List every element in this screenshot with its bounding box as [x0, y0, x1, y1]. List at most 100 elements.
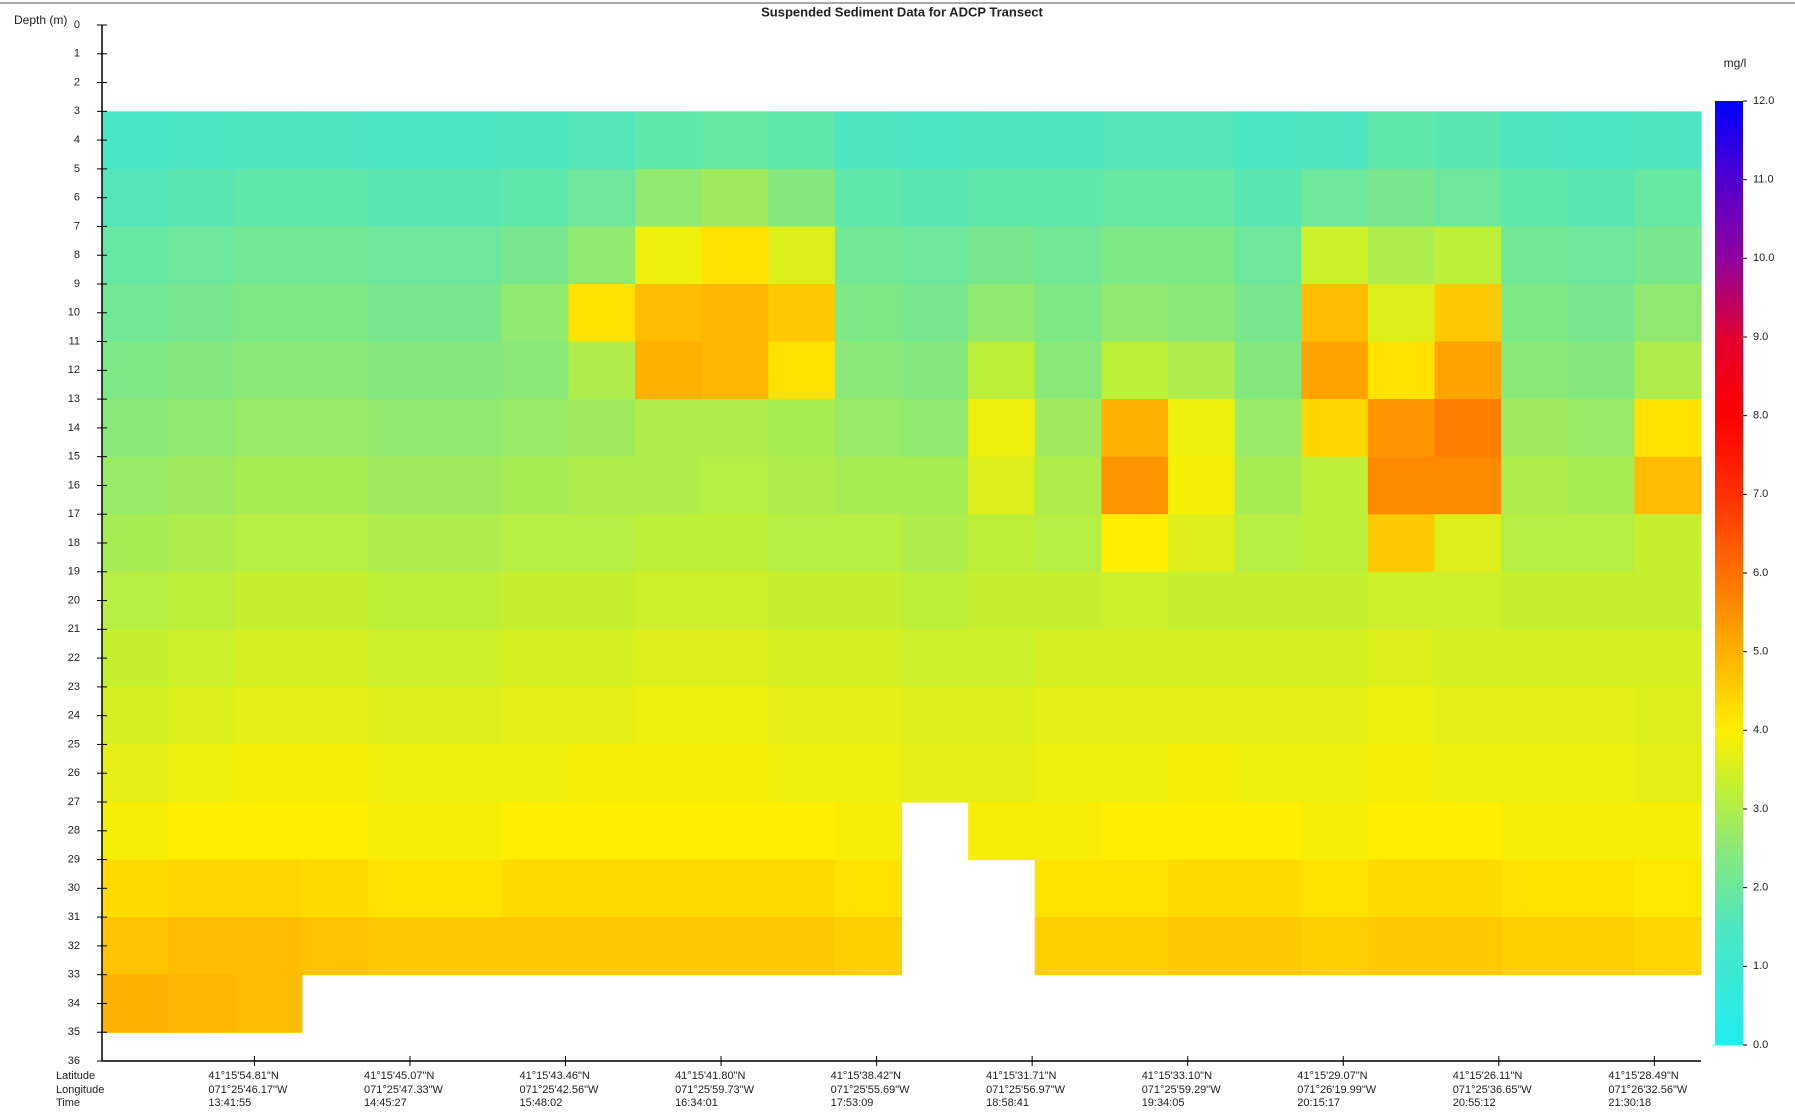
- heat-cell: [1434, 802, 1502, 861]
- heat-cell: [168, 571, 236, 630]
- heat-cell: [1234, 341, 1302, 400]
- row-label: Longitude: [56, 1084, 104, 1096]
- heat-cell: [1168, 341, 1236, 400]
- heat-cell: [568, 399, 636, 458]
- heat-cell: [1567, 514, 1635, 573]
- heat-cell: [301, 514, 370, 573]
- heat-cell: [568, 571, 636, 630]
- y-tick-label: 11: [69, 335, 80, 347]
- heat-cell: [235, 399, 303, 458]
- heat-cell: [435, 859, 503, 918]
- heat-cell: [1168, 226, 1236, 285]
- heat-cell: [501, 859, 569, 918]
- heat-cell: [1501, 859, 1569, 918]
- heat-cell: [1367, 399, 1436, 458]
- heat-cell: [1434, 514, 1502, 573]
- colorbar-tick-label: 6.0: [1753, 567, 1768, 579]
- heat-cell: [435, 802, 503, 861]
- heat-cell: [435, 168, 503, 228]
- heat-cell: [701, 571, 769, 630]
- heat-cell: [1367, 514, 1436, 573]
- chart-title: Suspended Sediment Data for ADCP Transec…: [761, 4, 1043, 19]
- heat-cell: [768, 744, 836, 803]
- heat-cell: [368, 111, 436, 170]
- heat-cell: [1101, 917, 1169, 976]
- colorbar: [1715, 101, 1743, 1045]
- y-tick-label: 29: [68, 853, 80, 865]
- x-tick-latitude: 41°15'54.81"N: [208, 1070, 278, 1082]
- heat-cell: [368, 629, 436, 688]
- heat-cell: [1234, 686, 1302, 746]
- heat-cell: [768, 456, 836, 515]
- heat-cell: [768, 226, 836, 285]
- x-tick-longitude: 071°25'42.56"W: [520, 1084, 600, 1096]
- heat-cell: [1634, 341, 1702, 400]
- heat-cell: [1034, 859, 1102, 918]
- heat-cell: [102, 111, 170, 170]
- heat-cell: [102, 859, 170, 918]
- heat-cell: [1101, 111, 1169, 170]
- heat-cell: [1634, 168, 1702, 228]
- y-tick-label: 15: [68, 451, 80, 463]
- heat-cell: [568, 802, 636, 861]
- heat-cell: [834, 802, 903, 861]
- heat-cell: [368, 456, 436, 515]
- colorbar-label: mg/l: [1724, 56, 1747, 70]
- heat-cell: [834, 111, 903, 170]
- heat-cell: [168, 917, 236, 976]
- heat-cell: [1567, 629, 1635, 688]
- heat-cell: [1034, 514, 1102, 573]
- heat-cell: [701, 226, 769, 285]
- y-tick-label: 12: [68, 364, 80, 376]
- heat-cell: [1301, 226, 1369, 285]
- heat-cell: [768, 917, 836, 976]
- heat-cell: [568, 514, 636, 573]
- heat-cell: [168, 226, 236, 285]
- heat-cell: [1168, 514, 1236, 573]
- colorbar-tick-label: 4.0: [1753, 724, 1768, 736]
- y-tick-label: 31: [68, 911, 80, 923]
- heat-cell: [1234, 571, 1302, 630]
- x-tick-latitude: 41°15'43.46"N: [520, 1070, 590, 1082]
- heat-cell: [435, 629, 503, 688]
- heat-cell: [968, 341, 1036, 400]
- y-tick-label: 6: [74, 192, 80, 204]
- heat-cell: [1501, 284, 1569, 343]
- heat-cell: [635, 629, 703, 688]
- heat-cell: [834, 168, 903, 228]
- heat-cell: [1367, 226, 1436, 285]
- heat-cell: [635, 802, 703, 861]
- colorbar-tick-label: 11.0: [1753, 174, 1774, 186]
- heat-cell: [235, 629, 303, 688]
- y-tick-label: 5: [74, 163, 80, 175]
- heat-cell: [1367, 802, 1436, 861]
- heat-cell: [301, 341, 370, 400]
- heat-cell: [1101, 686, 1169, 746]
- heat-cell: [168, 686, 236, 746]
- heat-cell: [968, 168, 1036, 228]
- heat-cell: [635, 917, 703, 976]
- heat-cell: [102, 917, 170, 976]
- colorbar-tick-label: 5.0: [1753, 646, 1768, 658]
- heat-cell: [1034, 802, 1102, 861]
- heat-cell: [1501, 341, 1569, 400]
- colorbar-tick-label: 1.0: [1753, 960, 1768, 972]
- heat-cell: [701, 456, 769, 515]
- heat-cell: [1567, 341, 1635, 400]
- heat-cell: [1434, 399, 1502, 458]
- heat-cell: [635, 284, 703, 343]
- heat-cell: [1367, 456, 1436, 515]
- colorbar-tick-label: 0.0: [1753, 1039, 1768, 1051]
- heat-cell: [834, 514, 903, 573]
- x-tick-latitude: 41°15'38.42"N: [831, 1070, 901, 1082]
- heat-cell: [501, 629, 569, 688]
- heat-cell: [1234, 168, 1302, 228]
- colorbar-tick-label: 9.0: [1753, 331, 1768, 343]
- heat-cell: [501, 917, 569, 976]
- heat-cell: [768, 859, 836, 918]
- heat-cell: [1034, 226, 1102, 285]
- heat-cell: [701, 686, 769, 746]
- x-tick-latitude: 41°15'29.07"N: [1297, 1070, 1367, 1082]
- heat-cell: [1634, 226, 1702, 285]
- heat-cell: [1567, 917, 1635, 976]
